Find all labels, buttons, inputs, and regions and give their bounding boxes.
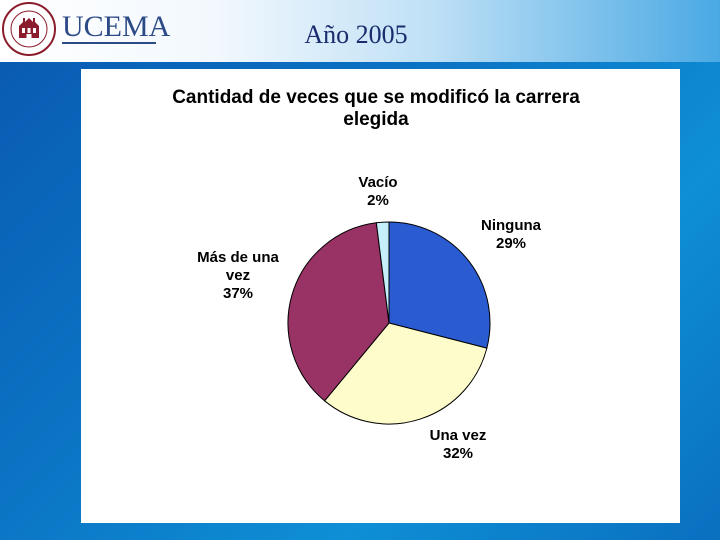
slice-label-mas-de-una-vez-pct: 37% <box>222 285 254 302</box>
slice-label-ninguna-pct: 29% <box>495 235 527 252</box>
pie-slice-mas-de-una-vez <box>287 222 390 402</box>
slice-label-vacio: Vacío 2% <box>343 174 413 210</box>
slide-title: Año 2005 <box>304 20 408 49</box>
slice-label-mas-de-una-vez-line2: vez <box>225 267 251 284</box>
slice-label-una-vez-pct: 32% <box>442 445 474 462</box>
pie-slice-vacio <box>375 221 390 324</box>
slice-label-vacio-pct: 2% <box>367 192 389 209</box>
brand-logo-text: UCEMA <box>62 10 171 43</box>
slice-label-mas-de-una-vez: Más de una vez 37% <box>183 249 293 303</box>
pie-slice-ninguna <box>388 221 491 349</box>
chart-title-line2: elegida <box>343 109 409 130</box>
pie-chart <box>287 221 491 425</box>
slice-label-mas-de-una-vez-line1: Más de una <box>197 249 279 266</box>
slice-label-una-vez: Una vez 32% <box>413 427 503 463</box>
slice-label-ninguna: Ninguna 29% <box>466 217 556 253</box>
chart-panel: Cantidad de veces que se modificó la car… <box>81 69 680 523</box>
slice-label-una-vez-name: Una vez <box>429 427 487 444</box>
pie-slice-una-vez <box>323 322 488 425</box>
chart-title: Cantidad de veces que se modificó la car… <box>81 87 671 131</box>
slice-label-ninguna-name: Ninguna <box>481 217 541 234</box>
header-bar: UCEMA <box>0 0 720 62</box>
slice-label-vacio-name: Vacío <box>358 174 398 191</box>
university-seal-icon <box>2 2 56 56</box>
chart-title-line1: Cantidad de veces que se modificó la car… <box>172 87 580 108</box>
brand-underline <box>62 42 156 44</box>
